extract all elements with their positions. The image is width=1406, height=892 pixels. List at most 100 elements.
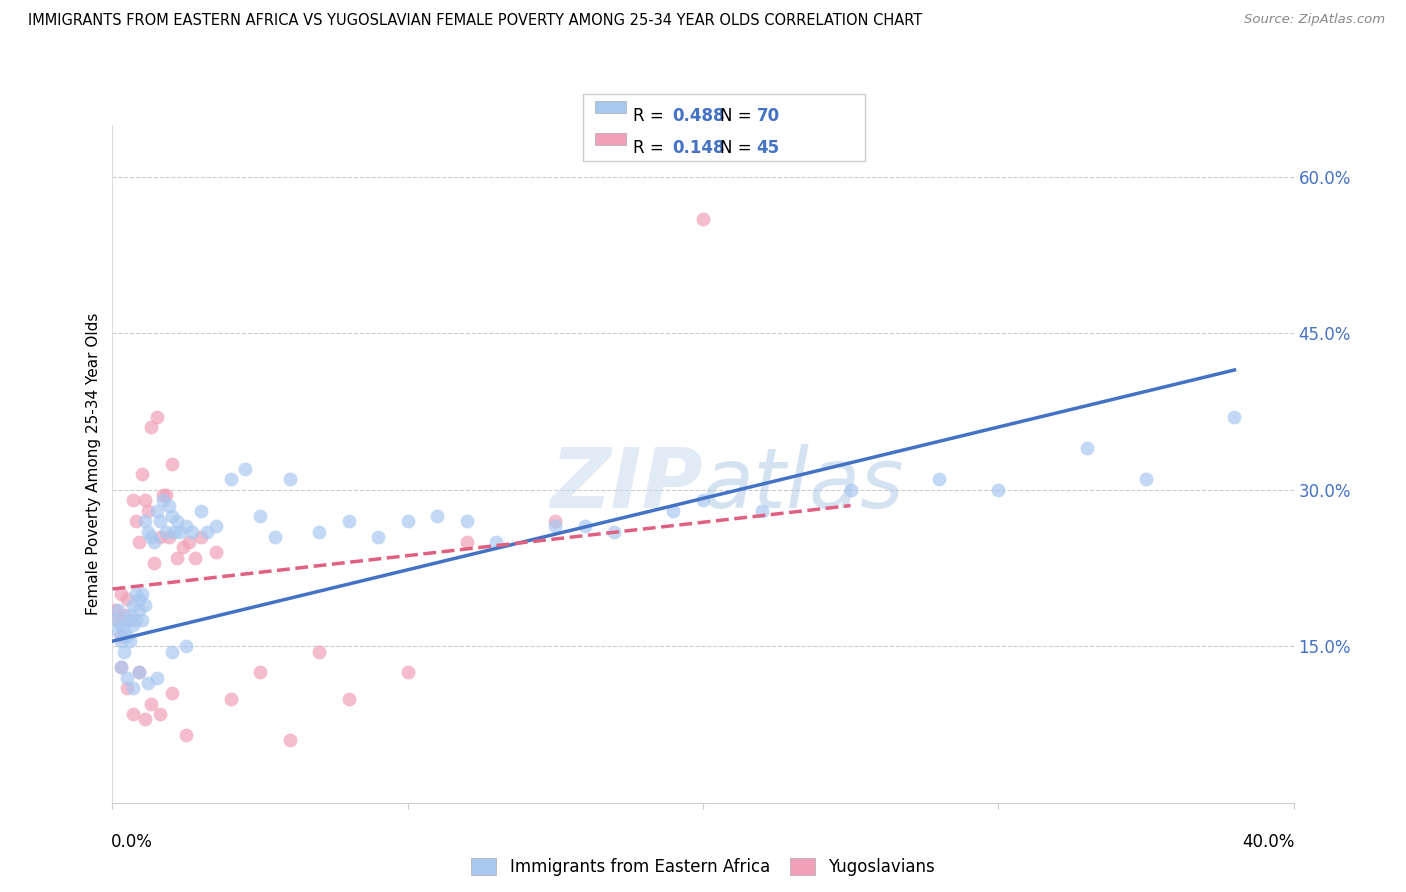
Point (110, 660, 132, 674)
Point (264, 530, 287, 544)
Point (485, 535, 508, 549)
Point (146, 671, 169, 685)
Point (107, 624, 129, 638)
Point (205, 519, 228, 533)
Point (149, 707, 172, 722)
Point (117, 629, 138, 643)
Text: atlas: atlas (703, 443, 904, 524)
Point (136, 676, 159, 690)
Point (987, 483, 1010, 497)
Point (456, 535, 478, 549)
Point (662, 504, 685, 518)
Point (839, 483, 862, 497)
Point (184, 550, 207, 565)
Point (142, 535, 165, 549)
Point (1076, 441, 1098, 455)
Point (174, 519, 197, 533)
Point (146, 504, 169, 518)
Text: ZIP: ZIP (550, 443, 703, 524)
Point (160, 686, 183, 700)
Point (157, 499, 180, 513)
Text: 45: 45 (756, 139, 779, 157)
Point (174, 728, 197, 742)
Point (131, 467, 153, 482)
Point (751, 504, 773, 518)
Point (107, 613, 129, 627)
Text: IMMIGRANTS FROM EASTERN AFRICA VS YUGOSLAVIAN FEMALE POVERTY AMONG 25-34 YEAR OL: IMMIGRANTS FROM EASTERN AFRICA VS YUGOSL… (28, 13, 922, 29)
Point (278, 473, 301, 487)
Point (128, 603, 150, 617)
Point (125, 613, 148, 627)
Point (122, 618, 145, 632)
Point (112, 624, 135, 638)
Point (181, 524, 204, 539)
Text: R =: R = (633, 107, 669, 125)
Point (134, 514, 156, 528)
Point (149, 530, 172, 544)
Point (190, 504, 212, 518)
Point (574, 519, 596, 533)
Point (131, 613, 153, 627)
Point (120, 608, 142, 623)
Point (149, 514, 172, 528)
Point (112, 608, 135, 623)
Point (120, 613, 142, 627)
Point (396, 665, 419, 680)
Point (169, 524, 191, 539)
Point (128, 665, 150, 680)
Text: R =: R = (633, 139, 673, 157)
Point (544, 519, 567, 533)
Point (146, 409, 169, 424)
Text: 0.0%: 0.0% (111, 833, 153, 851)
Point (117, 613, 138, 627)
Point (308, 524, 330, 539)
Text: 70: 70 (756, 107, 779, 125)
Point (190, 530, 212, 544)
Point (125, 587, 148, 601)
Point (166, 550, 188, 565)
Point (396, 514, 419, 528)
Text: 40.0%: 40.0% (1243, 833, 1295, 851)
Point (166, 514, 188, 528)
Point (337, 514, 360, 528)
Text: 0.148: 0.148 (672, 139, 724, 157)
Point (928, 473, 950, 487)
Point (107, 603, 129, 617)
Point (134, 712, 156, 726)
Point (426, 508, 449, 523)
Point (122, 681, 145, 695)
Point (128, 592, 150, 607)
Point (219, 473, 242, 487)
Y-axis label: Female Poverty Among 25-34 Year Olds: Female Poverty Among 25-34 Year Olds (86, 313, 101, 615)
Point (163, 524, 186, 539)
Point (249, 665, 271, 680)
Point (134, 598, 156, 612)
Point (110, 660, 132, 674)
Point (128, 665, 150, 680)
Text: Source: ZipAtlas.com: Source: ZipAtlas.com (1244, 13, 1385, 27)
Point (110, 629, 132, 643)
Point (110, 634, 132, 648)
Point (179, 535, 201, 549)
Point (120, 634, 142, 648)
Point (155, 488, 177, 502)
Point (160, 457, 183, 471)
Point (122, 598, 145, 612)
Point (544, 514, 567, 528)
Point (152, 493, 174, 508)
Point (139, 697, 162, 711)
Point (134, 493, 156, 508)
Point (110, 618, 132, 632)
Point (128, 535, 150, 549)
Point (117, 592, 138, 607)
Point (122, 493, 145, 508)
Point (136, 504, 159, 518)
Point (139, 530, 162, 544)
Point (249, 508, 271, 523)
Text: N =: N = (720, 107, 756, 125)
Point (142, 556, 165, 570)
Point (219, 691, 242, 706)
Point (278, 733, 301, 747)
Point (152, 488, 174, 502)
Point (155, 524, 177, 539)
